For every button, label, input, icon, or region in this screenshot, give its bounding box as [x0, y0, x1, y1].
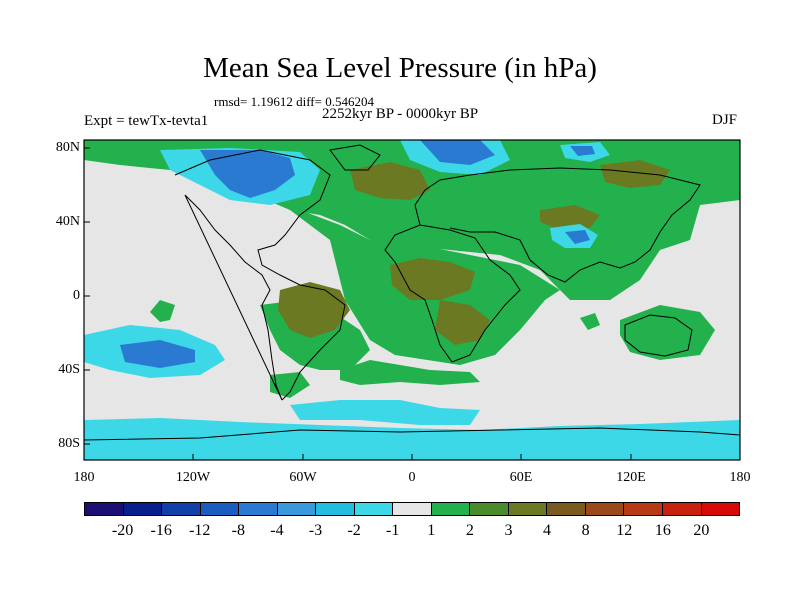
lon-label-60e: 60E — [509, 470, 533, 485]
colorbar-label: 1 — [427, 522, 436, 539]
colorbar-label: 3 — [504, 522, 513, 539]
colorbar-cell — [123, 503, 163, 515]
colorbar-label: -4 — [270, 522, 284, 539]
colorbar-cell — [508, 503, 548, 515]
colorbar-cell — [393, 503, 432, 515]
colorbar-cell — [701, 503, 740, 515]
lon-label-0: 0 — [408, 470, 416, 485]
experiment-label: Expt = tewTx-tevta1 — [84, 113, 209, 129]
colorbar-label: 8 — [581, 522, 590, 539]
colorbar-label: 2 — [465, 522, 474, 539]
period-label: 2252kyr BP - 0000kyr BP — [322, 106, 479, 122]
lon-label-120w: 120W — [175, 470, 211, 485]
lon-label-180e: 180 — [729, 470, 751, 485]
colorbar-cell — [662, 503, 702, 515]
colorbar-cell — [470, 503, 509, 515]
colorbar-cell — [85, 503, 124, 515]
lon-label-120e: 120E — [616, 470, 646, 485]
lat-label-40s: 40S — [58, 362, 80, 377]
colorbar-cell — [162, 503, 201, 515]
colorbar-cell — [277, 503, 317, 515]
map-ticks — [83, 147, 741, 460]
colorbar-label: -2 — [347, 522, 361, 539]
colorbar-label: -20 — [111, 522, 134, 539]
colorbar-cell — [239, 503, 278, 515]
colorbar-cell — [624, 503, 663, 515]
colorbar-label: -3 — [308, 522, 323, 539]
lat-label-80s: 80S — [58, 436, 80, 451]
colorbar-cell — [585, 503, 625, 515]
colorbar-cell — [547, 503, 586, 515]
colorbar-label: -8 — [231, 522, 245, 539]
colorbar-cell — [354, 503, 394, 515]
colorbar-label: -16 — [150, 522, 172, 539]
colorbar-label: 16 — [654, 522, 671, 539]
colorbar-label: 12 — [616, 522, 633, 539]
colorbar-cell — [200, 503, 240, 515]
lat-label-40n: 40N — [55, 214, 80, 229]
anomaly-strong-positive-fill — [278, 160, 670, 345]
colorbar-label: 20 — [693, 522, 710, 539]
map-title: Mean Sea Level Pressure (in hPa) — [203, 52, 597, 84]
lon-label-60w: 60W — [289, 470, 317, 485]
colorbar-cell — [316, 503, 355, 515]
lon-label-180w: 180 — [73, 470, 95, 485]
colorbar — [84, 502, 740, 516]
lat-label-0: 0 — [73, 288, 80, 303]
stats-label: rmsd= 1.19612 diff= 0.546204 — [214, 94, 374, 109]
colorbar-label: 4 — [543, 522, 552, 539]
coastlines — [83, 144, 741, 441]
colorbar-cell — [431, 503, 471, 515]
map-panel — [83, 139, 741, 461]
lat-label-80n: 80N — [55, 140, 80, 155]
anomaly-strong-negative-fill — [120, 140, 595, 368]
colorbar-label: -1 — [386, 522, 400, 539]
colorbar-label: -12 — [189, 522, 211, 539]
season-label: DJF — [712, 112, 738, 128]
